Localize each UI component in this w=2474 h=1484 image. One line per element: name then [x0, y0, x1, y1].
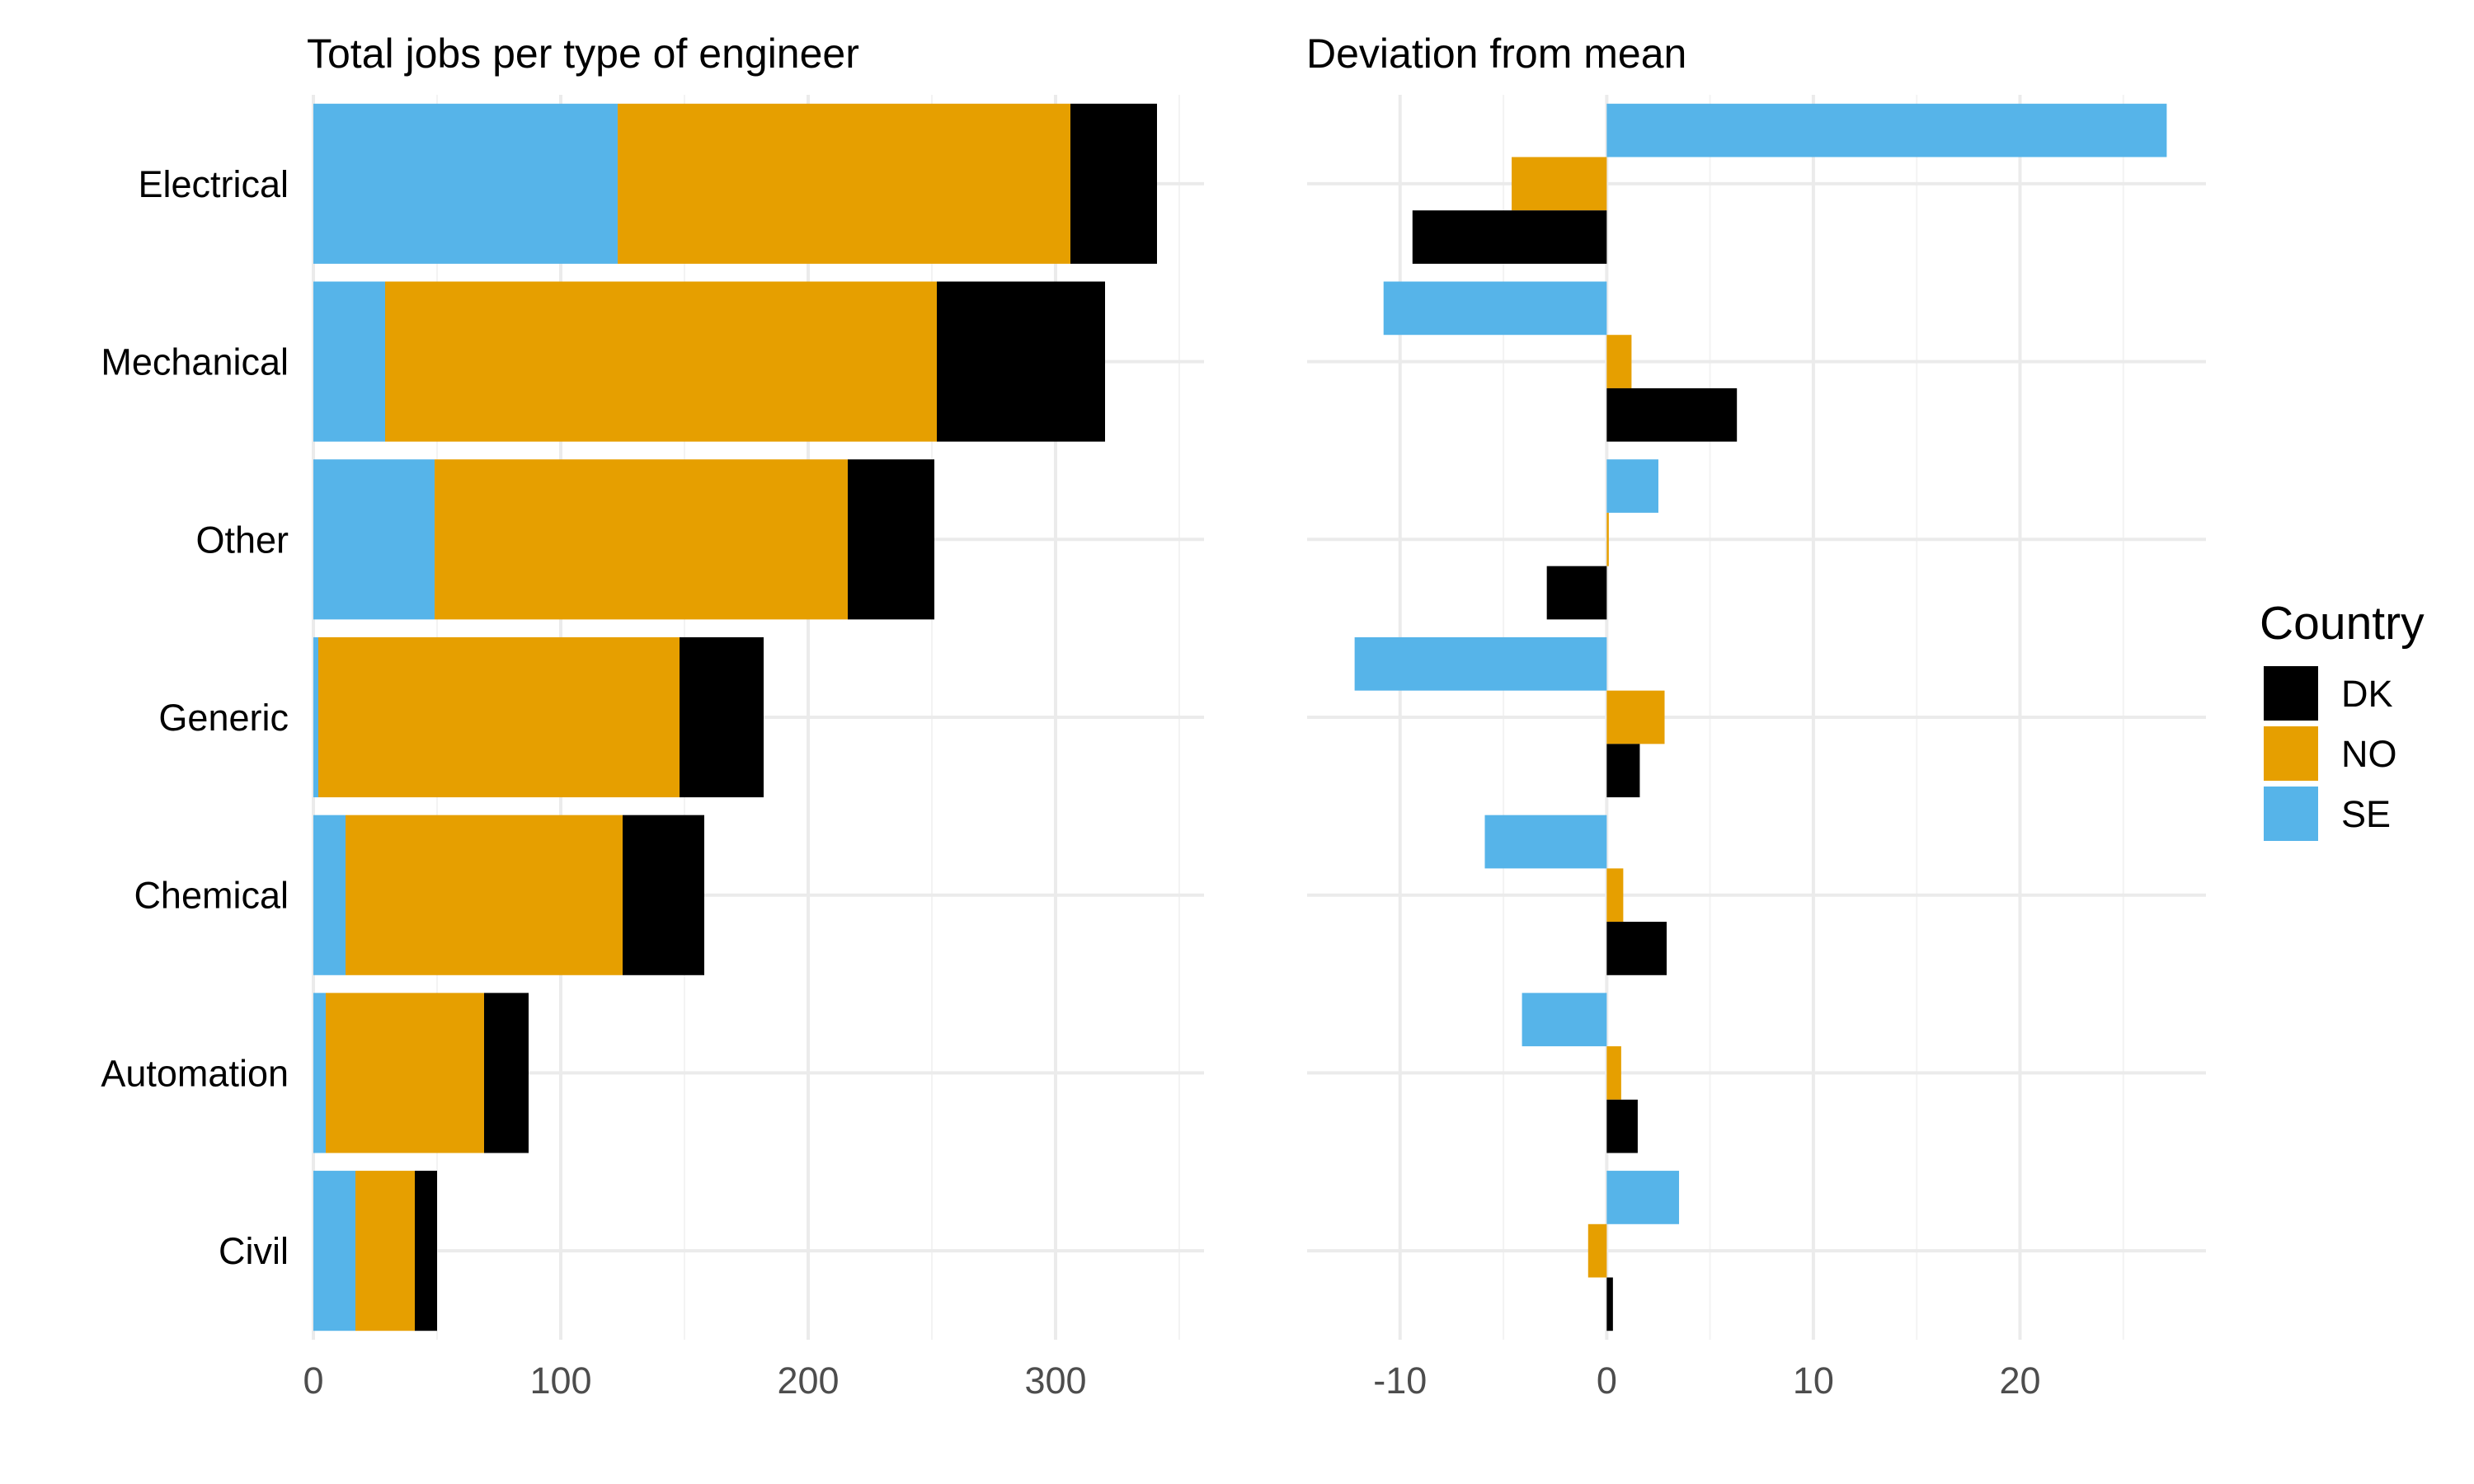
bar-automation-se [313, 993, 326, 1153]
bar-chemical-se [313, 815, 346, 975]
x-tick-label: 10 [1793, 1360, 1834, 1402]
legend-title: Country [2260, 597, 2425, 650]
x-tick-label: -10 [1373, 1360, 1427, 1402]
legend-label-no: NO [2341, 733, 2397, 775]
deviation-bar-electrical-se [1606, 103, 2167, 157]
deviation-bar-civil-no [1587, 1223, 1607, 1278]
category-label-chemical: Chemical [134, 875, 289, 917]
bar-civil-no [355, 1171, 415, 1331]
left-panel-plot: Electrical Mechanical Other Generic Chemical… [101, 95, 1204, 1402]
bar-civil-dk [415, 1171, 437, 1331]
deviation-bar-mechanical-no [1606, 335, 1632, 388]
bar-other-no [435, 459, 848, 620]
bar-generic-no [318, 636, 680, 798]
deviation-bar-other-dk [1546, 566, 1607, 620]
deviation-bar-mechanical-dk [1606, 387, 1738, 442]
deviation-bar-chemical-no [1606, 868, 1624, 923]
right-panel-title: Deviation from mean [1306, 31, 1686, 77]
legend-label-dk: DK [2341, 673, 2393, 715]
category-label-civil: Civil [219, 1230, 289, 1272]
bar-civil-se [313, 1171, 355, 1331]
category-label-other: Other [195, 519, 289, 561]
x-tick-label: 100 [529, 1360, 591, 1402]
x-tick-label: 0 [303, 1360, 323, 1402]
bar-generic-dk [680, 636, 764, 798]
bar-chemical-dk [623, 815, 704, 975]
bar-other-dk [848, 459, 934, 620]
right-panel-plot: -10 0 10 20 [1307, 95, 2206, 1402]
deviation-bar-automation-dk [1606, 1099, 1638, 1153]
deviation-bar-civil-dk [1606, 1277, 1613, 1331]
deviation-bar-other-se [1606, 459, 1658, 513]
bar-mechanical-dk [937, 281, 1105, 442]
deviation-bar-chemical-dk [1606, 922, 1667, 975]
bar-electrical-se [313, 103, 618, 264]
bar-other-se [313, 459, 435, 620]
bar-mechanical-se [313, 281, 385, 442]
category-label-mechanical: Mechanical [101, 341, 289, 383]
bar-generic-se [313, 636, 318, 798]
legend: Country DK NO SE [2260, 597, 2425, 841]
x-tick-label: 200 [777, 1360, 839, 1402]
deviation-bar-civil-se [1606, 1171, 1680, 1224]
bar-chemical-no [346, 815, 623, 975]
bar-automation-no [326, 993, 484, 1153]
deviation-bar-generic-dk [1606, 744, 1640, 798]
x-tick-label: 20 [1999, 1360, 2040, 1402]
bar-electrical-no [618, 103, 1070, 264]
category-label-generic: Generic [158, 697, 289, 739]
x-tick-label: 300 [1024, 1360, 1086, 1402]
deviation-bar-chemical-se [1484, 815, 1607, 869]
legend-label-se: SE [2341, 793, 2391, 835]
legend-swatch-se [2264, 787, 2318, 841]
deviation-bar-other-no [1606, 512, 1609, 566]
bar-automation-dk [484, 993, 529, 1153]
deviation-bar-generic-se [1354, 636, 1607, 691]
deviation-bar-automation-se [1522, 993, 1607, 1047]
deviation-bar-mechanical-se [1383, 281, 1607, 336]
legend-swatch-no [2264, 726, 2318, 781]
bar-mechanical-no [385, 281, 937, 442]
deviation-bar-electrical-no [1512, 157, 1607, 211]
legend-swatch-dk [2264, 666, 2318, 721]
deviation-bar-generic-no [1606, 690, 1665, 744]
x-tick-label: 0 [1597, 1360, 1617, 1402]
category-label-automation: Automation [101, 1052, 289, 1094]
deviation-bar-electrical-dk [1412, 210, 1607, 264]
left-panel-title: Total jobs per type of engineer [307, 31, 859, 77]
deviation-bar-automation-no [1606, 1046, 1621, 1100]
category-label-electrical: Electrical [138, 163, 289, 205]
bar-electrical-dk [1070, 103, 1157, 264]
